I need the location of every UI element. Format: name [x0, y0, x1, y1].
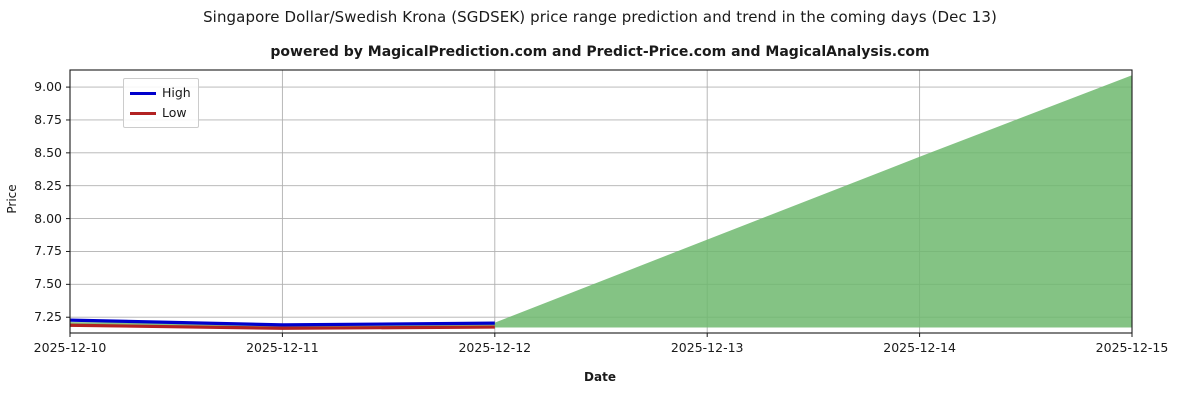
y-tick-label: 8.75: [34, 111, 62, 127]
y-tick-label: 8.50: [34, 144, 62, 160]
y-tick-label: 8.00: [34, 210, 62, 226]
legend-item-low[interactable]: Low: [124, 103, 198, 123]
chart-subtitle: powered by MagicalPrediction.com and Pre…: [270, 44, 930, 60]
y-tick-label: 7.50: [34, 276, 62, 292]
chart-title: Singapore Dollar/Swedish Krona (SGDSEK) …: [203, 8, 997, 26]
forecast-band: [70, 75, 1132, 329]
legend[interactable]: High Low: [123, 78, 199, 128]
series-lines: [70, 318, 495, 330]
legend-label-high: High: [162, 85, 191, 100]
x-axis-label: Date: [584, 370, 616, 384]
legend-swatch-high: [130, 92, 156, 95]
legend-label-low: Low: [162, 105, 187, 120]
y-tick-label: 8.25: [34, 177, 62, 193]
x-tick-label: 2025-12-12: [458, 340, 532, 355]
y-tick-label: 7.25: [34, 309, 62, 325]
y-tick-label: 9.00: [34, 79, 62, 95]
legend-item-high[interactable]: High: [124, 83, 198, 103]
x-tick-label: 2025-12-10: [33, 340, 107, 355]
y-tick-label: 7.75: [34, 243, 62, 259]
x-tick-label: 2025-12-15: [1095, 340, 1169, 355]
legend-swatch-low: [130, 112, 156, 115]
x-tick-label: 2025-12-14: [883, 340, 956, 355]
x-tick-label: 2025-12-11: [246, 340, 319, 355]
x-tick-label: 2025-12-13: [670, 340, 744, 355]
axis-frame: [69, 69, 1133, 334]
axis-ticks: [66, 86, 1133, 337]
